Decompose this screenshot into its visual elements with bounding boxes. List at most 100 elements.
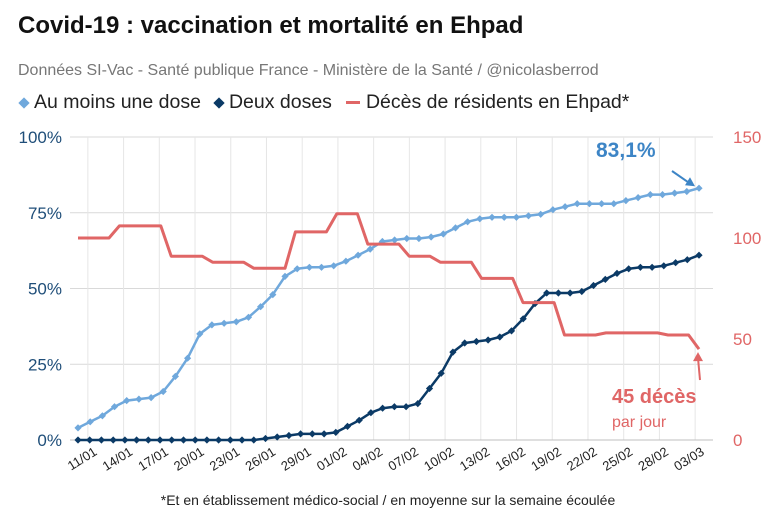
series-1-point	[613, 269, 621, 277]
series-0-point	[622, 197, 630, 205]
series-1-point	[215, 436, 223, 444]
y-left-tick-label: 100%	[19, 128, 62, 147]
series-1-point	[121, 436, 129, 444]
series-0-point	[269, 291, 277, 299]
y-left-tick-label: 25%	[28, 355, 62, 374]
series-line-2	[78, 212, 701, 350]
series-1-point	[414, 400, 422, 408]
annotation-deaths-unit: par jour	[612, 414, 667, 431]
x-tick-label: 11/01	[65, 444, 100, 473]
series-1-point	[672, 259, 680, 267]
series-0-point	[123, 397, 131, 405]
y-left-tick-label: 50%	[28, 280, 62, 299]
series-0-point	[135, 395, 143, 403]
x-tick-label: 04/02	[350, 444, 386, 474]
series-0-point	[573, 200, 581, 208]
series-1-point	[308, 430, 316, 438]
x-tick-label: 17/01	[135, 444, 171, 474]
annotation-arrow-head	[693, 352, 703, 362]
series-0-point	[257, 303, 265, 311]
series-0-point	[427, 233, 435, 241]
series-1-point	[379, 404, 387, 412]
series-1-point	[179, 436, 188, 444]
series-1-point	[156, 436, 164, 444]
series-0-point	[488, 213, 496, 221]
series-line-0	[77, 186, 700, 430]
series-1-point	[425, 384, 434, 393]
series-0-point	[671, 189, 679, 197]
x-tick-label: 01/02	[314, 444, 350, 474]
series-0-point	[220, 319, 228, 327]
series-0-point	[281, 272, 289, 280]
series-1-point	[507, 327, 516, 335]
y-right-tick-label: 150	[733, 128, 761, 147]
footnote: *Et en établissement médico-social / en …	[160, 492, 616, 508]
series-0-point	[232, 318, 240, 326]
series-1-point	[660, 262, 668, 270]
series-0-point	[98, 412, 106, 420]
series-0-point	[512, 213, 520, 221]
series-1-point	[367, 409, 375, 417]
x-tick-label: 16/02	[493, 444, 529, 474]
annotation-arrow-head	[685, 177, 695, 187]
series-0-point	[86, 418, 94, 426]
y-left-tick-label: 75%	[28, 204, 62, 223]
series-1-point	[343, 422, 352, 430]
series-0-point	[561, 203, 569, 211]
series-0-point	[305, 263, 313, 271]
legend-item-one-dose: Au moins une dose	[18, 91, 201, 114]
series-1-point	[191, 436, 199, 444]
series-1-point	[566, 289, 574, 297]
y-right-tick-label: 0	[733, 431, 742, 450]
series-0-point	[549, 206, 557, 214]
series-0-point	[293, 265, 301, 273]
series-0-point	[391, 236, 399, 244]
series-1-point	[578, 287, 586, 296]
series-1-point	[390, 403, 398, 411]
series-1-point	[601, 275, 609, 283]
series-1-point	[226, 436, 234, 444]
series-0-point	[378, 237, 386, 246]
annotation-one-dose-pct: 83,1%	[596, 139, 656, 162]
series-0-point	[159, 387, 167, 396]
x-tick-label: 26/01	[243, 444, 279, 474]
series-0-point	[451, 224, 460, 232]
series-0-point	[171, 372, 179, 380]
series-0-point	[658, 191, 667, 199]
series-1-point	[648, 263, 656, 271]
x-tick-label: 03/03	[671, 444, 707, 474]
x-tick-label: 10/02	[421, 444, 457, 474]
series-0-point	[464, 218, 472, 226]
x-tick-label: 19/02	[528, 444, 564, 474]
series-0-point	[695, 184, 703, 192]
series-0-point	[537, 210, 545, 218]
series-1-point	[238, 436, 246, 444]
series-0-point	[74, 424, 82, 432]
series-1-point	[320, 430, 328, 438]
series-0-point	[524, 212, 533, 220]
series-1-point	[250, 436, 258, 444]
x-tick-label: 14/01	[100, 444, 136, 474]
series-1-point	[449, 348, 457, 356]
series-1-point	[625, 265, 633, 273]
series-1-point	[554, 289, 562, 297]
series-0-point	[317, 263, 326, 271]
series-1-point	[203, 436, 211, 444]
series-0-point	[196, 330, 204, 338]
series-0-point	[439, 230, 447, 238]
x-tick-label: 25/02	[600, 444, 636, 474]
chart-source: Données SI-Vac - Santé publique France -…	[18, 62, 599, 79]
series-1-point	[589, 281, 598, 290]
series-1-point	[109, 436, 117, 444]
series-1-point	[273, 433, 281, 441]
series-0-point	[500, 213, 508, 221]
series-1-point	[297, 430, 305, 438]
series-1-point	[168, 436, 176, 444]
legend-item-deaths: Décès de résidents en Ehpad*	[345, 91, 629, 114]
series-0-point	[147, 394, 155, 402]
series-1-point	[402, 403, 410, 411]
series-1-point	[484, 336, 492, 344]
series-0-point	[354, 251, 362, 259]
series-1-point	[261, 434, 270, 443]
